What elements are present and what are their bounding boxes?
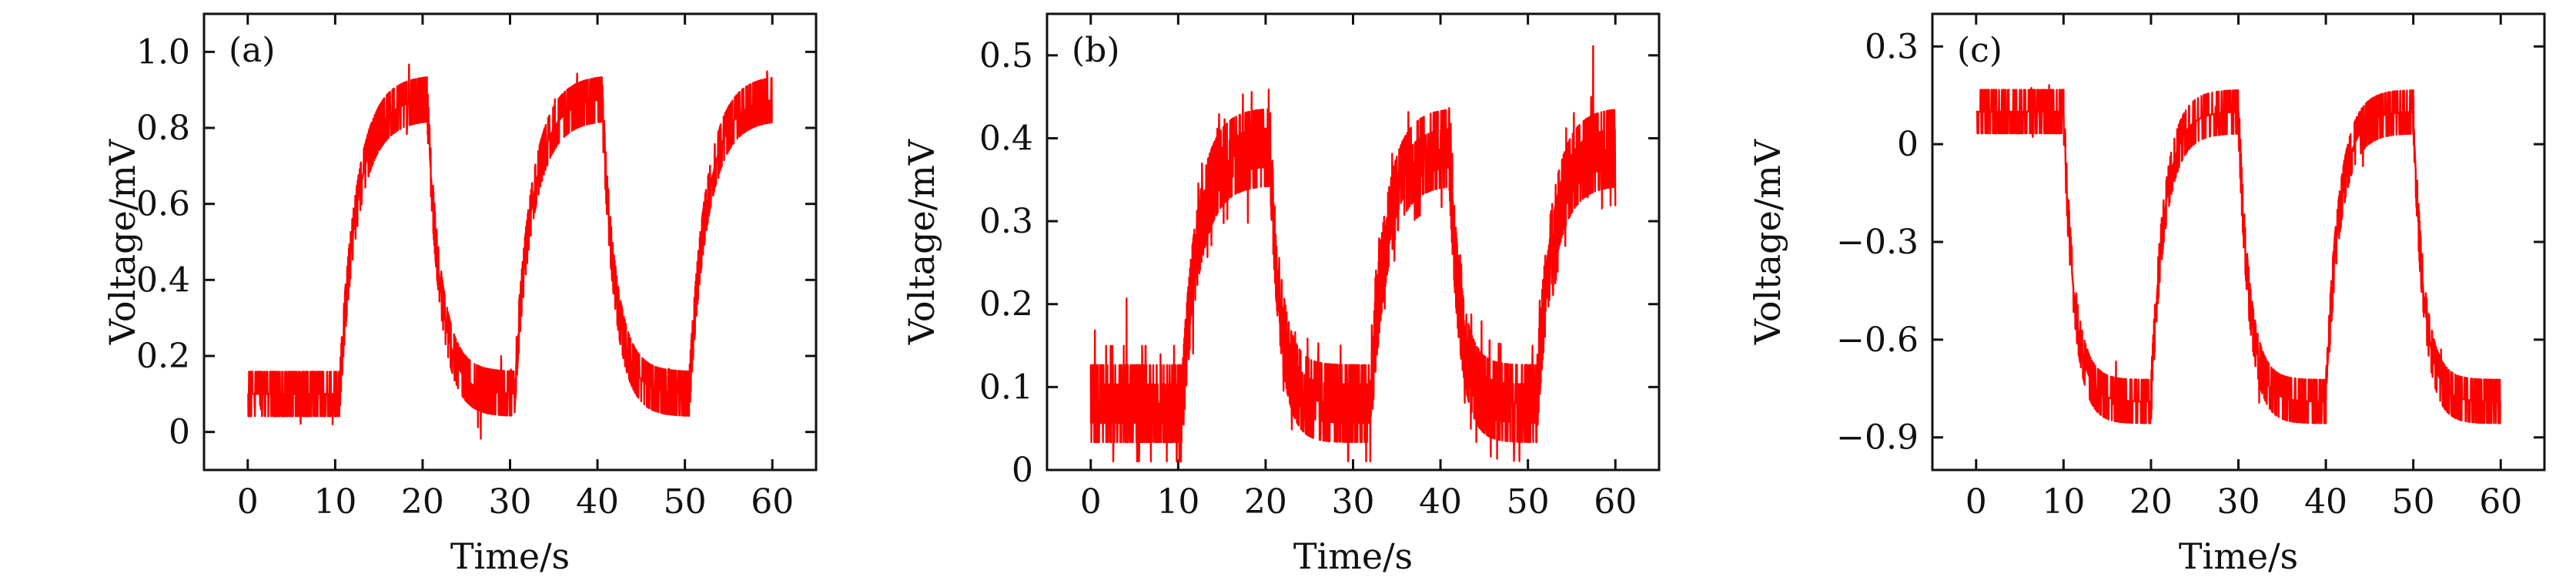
x-tick-label: 0 [1080, 482, 1102, 522]
panel-c: 0 10 20 30 40 50 60 0.3 0 −0.3 −0.6 −0.9 (c) Time/… [1747, 12, 2546, 577]
x-tick-label: 10 [313, 482, 356, 522]
y-axis-label: Voltage/mV [1747, 139, 1788, 345]
y-ticks: 0 0.1 0.2 0.3 0.4 0.5 [979, 36, 1659, 490]
x-tick-label: 50 [2392, 482, 2435, 522]
y-axis-label: Voltage/mV [901, 139, 942, 345]
x-ticks: 0 10 20 30 40 50 60 [237, 14, 794, 522]
voltage-trace [246, 63, 774, 440]
y-tick-label: 0.3 [979, 202, 1033, 241]
x-tick-label: 60 [1594, 482, 1637, 522]
y-tick-label: 0.8 [136, 109, 190, 148]
x-tick-label: 10 [2042, 482, 2085, 522]
y-tick-label: 0.4 [979, 119, 1033, 158]
x-axis-label: Time/s [2179, 535, 2298, 577]
y-axis-label: Voltage/mV [102, 139, 143, 345]
y-tick-label: 0.5 [979, 36, 1033, 76]
panel-a: 0 10 20 30 40 50 60 0 0.2 0.4 0.6 0.8 1.0 (a) Time/… [102, 12, 818, 577]
y-tick-label: 0.6 [136, 185, 190, 224]
y-tick-label: 0.4 [136, 260, 190, 300]
x-tick-label: 20 [2129, 482, 2173, 522]
y-tick-label: 0.3 [1865, 27, 1919, 66]
y-tick-label: 0.2 [979, 285, 1033, 324]
x-tick-label: 20 [1244, 482, 1287, 522]
x-tick-label: 20 [401, 482, 444, 522]
x-tick-label: 50 [664, 482, 707, 522]
x-tick-label: 40 [576, 482, 619, 522]
x-tick-label: 10 [1156, 482, 1199, 522]
y-tick-label: 0 [169, 413, 190, 452]
y-tick-label: −0.9 [1836, 418, 1919, 458]
y-ticks: 0 0.2 0.4 0.6 0.8 1.0 [136, 32, 816, 452]
y-tick-label: 0 [1897, 125, 1919, 164]
panel-label: (a) [229, 31, 276, 70]
y-tick-label: 0.2 [136, 337, 190, 376]
voltage-trace [1975, 84, 2502, 425]
y-ticks: 0.3 0 −0.3 −0.6 −0.9 [1836, 27, 2544, 458]
x-tick-label: 30 [2217, 482, 2260, 522]
y-tick-label: 0.1 [979, 368, 1033, 407]
x-tick-label: 60 [2479, 482, 2522, 522]
x-tick-label: 0 [1965, 482, 1987, 522]
x-tick-label: 0 [237, 482, 259, 522]
panel-label: (b) [1072, 31, 1120, 70]
x-tick-label: 30 [489, 482, 532, 522]
x-tick-label: 60 [751, 482, 794, 522]
panel-b: 0 10 20 30 40 50 60 0 0.1 0.2 0.3 0.4 0.5 (b) Time/… [901, 12, 1661, 577]
x-tick-label: 50 [1507, 482, 1550, 522]
x-tick-label: 30 [1332, 482, 1375, 522]
voltage-trace [1089, 45, 1617, 463]
y-tick-label: −0.6 [1836, 321, 1919, 360]
x-ticks: 0 10 20 30 40 50 60 [1965, 14, 2522, 522]
panel-label: (c) [1957, 31, 2002, 70]
x-ticks: 0 10 20 30 40 50 60 [1080, 14, 1637, 522]
x-axis-label: Time/s [450, 535, 570, 577]
x-tick-label: 40 [1419, 482, 1462, 522]
y-tick-label: 0 [1012, 451, 1033, 490]
x-axis-label: Time/s [1293, 535, 1413, 577]
x-tick-label: 40 [2304, 482, 2347, 522]
y-tick-label: 1.0 [136, 32, 190, 72]
y-tick-label: −0.3 [1836, 223, 1919, 262]
